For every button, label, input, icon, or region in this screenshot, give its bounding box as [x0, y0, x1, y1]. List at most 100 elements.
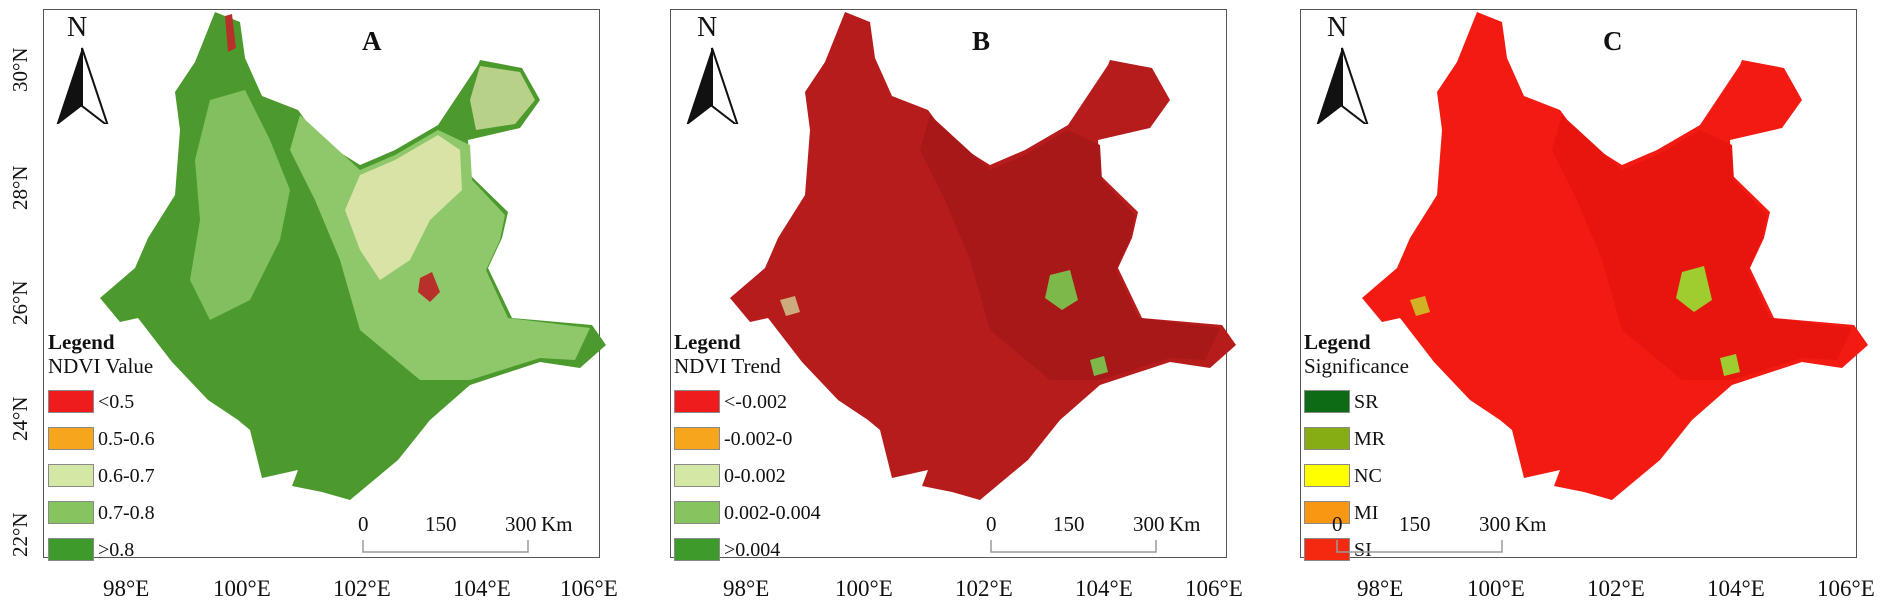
legend-label: MI — [1354, 501, 1379, 524]
legend-item: 0.6-0.7 — [48, 457, 155, 494]
legend-item: >0.8 — [48, 531, 155, 568]
region-overlay — [920, 115, 1220, 380]
scale-line — [990, 540, 1157, 553]
lat-tick-label: 28°N — [8, 165, 32, 210]
legend-item: -0.002-0 — [674, 420, 821, 457]
legend-item: 0-0.002 — [674, 457, 821, 494]
region-overlay — [470, 66, 535, 130]
scale-label-0: 0 — [358, 512, 369, 536]
north-arrow-icon — [686, 47, 739, 124]
legend-label: 0-0.002 — [724, 464, 786, 487]
scale-label-0: 0 — [986, 512, 997, 536]
legend-swatch — [1304, 538, 1350, 561]
map-panel-a: N A Legend NDVI Value <0.5 0.5-0.6 0.6-0… — [0, 0, 635, 611]
lat-tick-label: 22°N — [8, 512, 32, 557]
lon-tick-label: 102°E — [333, 576, 391, 601]
legend-swatch — [48, 538, 94, 561]
scale-bar: 0 150 300 Km — [986, 512, 1226, 562]
region-accent — [780, 296, 800, 316]
legend-label: >0.8 — [98, 538, 135, 561]
legend-label: NC — [1354, 464, 1382, 487]
lat-tick-label: 26°N — [8, 280, 32, 325]
legend-item: SR — [1304, 383, 1409, 420]
scale-line — [1336, 540, 1503, 553]
legend-subtitle: NDVI Value — [48, 354, 154, 378]
legend-item: >0.004 — [674, 531, 821, 568]
north-arrow-icon — [56, 47, 109, 124]
legend-label: 0.6-0.7 — [98, 464, 155, 487]
lon-tick-label: 104°E — [453, 576, 511, 601]
region-overlay — [1090, 356, 1108, 376]
scale-line — [362, 540, 529, 553]
legend-title: Legend — [674, 330, 741, 354]
scale-unit: Km — [1515, 512, 1547, 536]
scale-bar: 0 150 300 Km — [358, 512, 598, 562]
legend: Legend Significance SR MR NC MI SI — [1304, 332, 1409, 568]
legend-label: -0.002-0 — [724, 427, 793, 450]
legend-swatch — [1304, 390, 1350, 413]
lon-tick-label: 102°E — [955, 576, 1013, 601]
scale-label-0: 0 — [1332, 512, 1343, 536]
region-map — [1362, 12, 1868, 500]
region-accent — [418, 272, 440, 302]
legend-label: 0.002-0.004 — [724, 501, 821, 524]
panel-letter: C — [1603, 26, 1623, 56]
legend-subtitle: NDVI Trend — [674, 354, 781, 378]
map-panel-b: N B Legend NDVI Trend <-0.002 -0.002-0 0… — [630, 0, 1265, 611]
legend-title: Legend — [1304, 330, 1371, 354]
legend-item: <0.5 — [48, 383, 155, 420]
lon-tick-label: 102°E — [1587, 576, 1645, 601]
legend-item: <-0.002 — [674, 383, 821, 420]
lon-tick-label: 98°E — [723, 576, 770, 601]
legend-swatch — [1304, 464, 1350, 487]
legend-swatch — [674, 538, 720, 561]
region-overlay — [345, 135, 462, 280]
lon-tick-label: 104°E — [1075, 576, 1133, 601]
legend-item: NC — [1304, 457, 1409, 494]
legend-item: SI — [1304, 531, 1409, 568]
region-overlay — [1720, 354, 1740, 376]
scale-label-150: 150 — [1399, 512, 1431, 536]
lon-tick-label: 104°E — [1707, 576, 1765, 601]
legend-swatch — [48, 390, 94, 413]
region-accent — [225, 14, 236, 52]
north-arrow: N — [1312, 12, 1372, 124]
legend-swatch — [1304, 501, 1350, 524]
legend-swatch — [1304, 427, 1350, 450]
region-overlay — [1676, 266, 1712, 312]
panel-letter: A — [362, 26, 382, 56]
region-map — [730, 12, 1236, 500]
legend-label: <-0.002 — [724, 390, 787, 413]
legend-item: 0.5-0.6 — [48, 420, 155, 457]
lon-tick-label: 98°E — [103, 576, 150, 601]
legend-swatch — [48, 427, 94, 450]
scale-unit: Km — [541, 512, 573, 536]
region-overlay — [1045, 270, 1078, 310]
north-arrow-icon — [1316, 47, 1369, 124]
legend-label: >0.004 — [724, 538, 781, 561]
north-arrow: N — [682, 12, 742, 124]
legend-swatch — [48, 464, 94, 487]
scale-label-150: 150 — [1053, 512, 1085, 536]
legend-label: 0.7-0.8 — [98, 501, 155, 524]
map-panel-c: N C Legend Significance SR MR NC MI SI — [1262, 0, 1902, 611]
lat-tick-label: 30°N — [8, 47, 32, 92]
legend-swatch — [674, 427, 720, 450]
legend-label: SI — [1354, 538, 1372, 561]
region-map — [100, 12, 606, 500]
north-label: N — [1327, 12, 1348, 43]
legend-item: MI — [1304, 494, 1409, 531]
lon-tick-label: 100°E — [213, 576, 271, 601]
north-label: N — [67, 12, 88, 43]
legend-swatch — [48, 501, 94, 524]
north-label: N — [697, 12, 718, 43]
legend-item: 0.7-0.8 — [48, 494, 155, 531]
legend-subtitle: Significance — [1304, 354, 1409, 378]
scale-label-300: 300 — [505, 512, 537, 536]
legend-label: <0.5 — [98, 390, 135, 413]
legend-label: MR — [1354, 427, 1386, 450]
legend: Legend NDVI Trend <-0.002 -0.002-0 0-0.0… — [674, 332, 821, 568]
legend-item: 0.002-0.004 — [674, 494, 821, 531]
panel-letter: B — [972, 26, 991, 56]
region-overlay — [190, 90, 290, 320]
